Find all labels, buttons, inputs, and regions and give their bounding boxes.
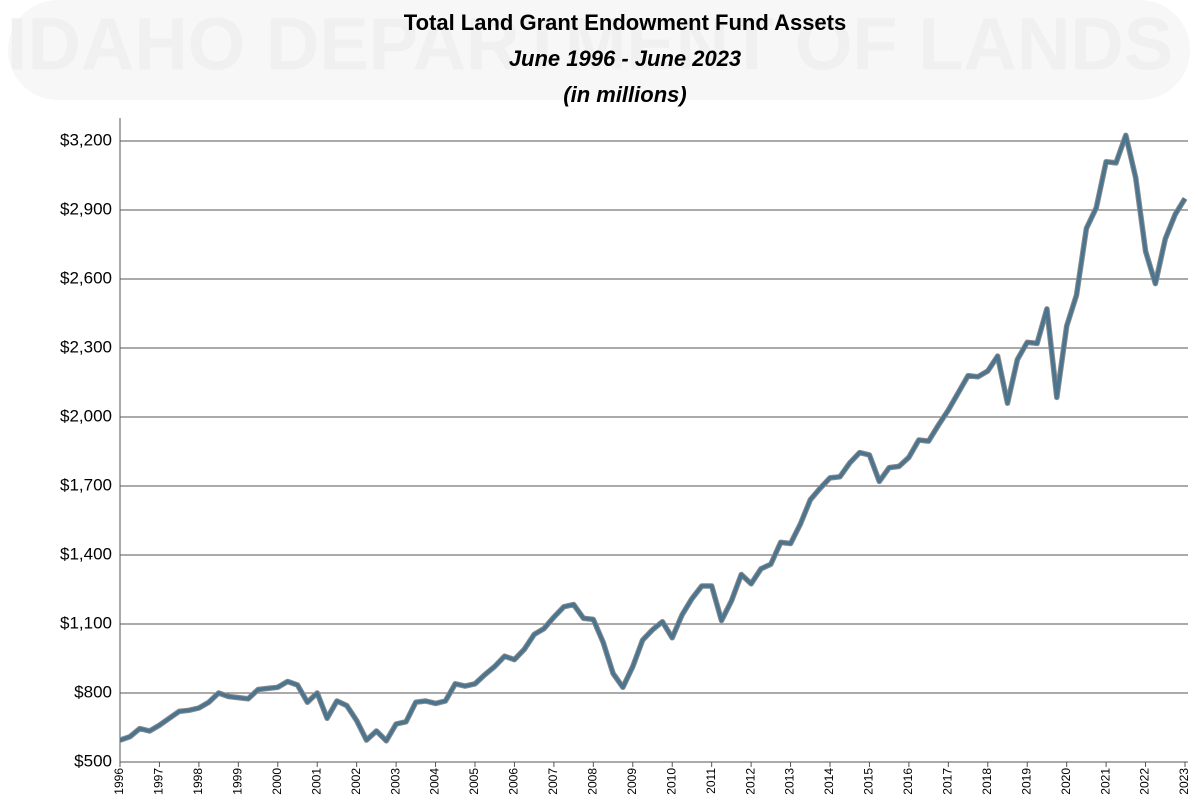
- x-tick-label: 1998: [191, 768, 205, 795]
- x-tick-label: 1997: [152, 768, 166, 795]
- line-shadow: [119, 132, 1188, 744]
- x-tick-label: 2015: [862, 768, 876, 795]
- y-tick-label: $1,100: [60, 613, 112, 632]
- y-tick-label: $2,300: [60, 337, 112, 356]
- y-tick-label: $800: [74, 682, 112, 701]
- x-tick-label: 2019: [1019, 768, 1033, 795]
- chart-subtitle: (in millions): [563, 82, 686, 107]
- x-tick-label: 2002: [349, 768, 363, 795]
- x-tick-label: 2011: [704, 768, 718, 794]
- x-tick-label: 2007: [546, 768, 560, 795]
- chart-title: Total Land Grant Endowment Fund Assets: [404, 10, 846, 35]
- x-tick-label: 2009: [625, 768, 639, 795]
- y-tick-label: $3,200: [60, 130, 112, 149]
- chart-subtitle: June 1996 - June 2023: [509, 46, 741, 71]
- x-tick-label: 2013: [783, 768, 797, 795]
- x-tick-label: 2005: [467, 768, 481, 795]
- x-tick-label: 2022: [1138, 768, 1152, 795]
- y-tick-label: $2,900: [60, 199, 112, 218]
- x-tick-label: 1996: [112, 768, 126, 795]
- x-tick-label: 2021: [1098, 768, 1112, 795]
- x-tick-label: 2000: [270, 768, 284, 795]
- x-tick-label: 2003: [388, 768, 402, 795]
- x-tick-label: 2001: [309, 768, 323, 795]
- x-tick-label: 2006: [507, 768, 521, 795]
- data-line: [119, 133, 1187, 743]
- y-tick-label: $2,600: [60, 268, 112, 287]
- y-tick-label: $1,400: [60, 544, 112, 563]
- watermark-band: [8, 0, 1190, 100]
- x-tick-label: 2023: [1177, 768, 1191, 795]
- y-tick-label: $500: [74, 751, 112, 770]
- x-tick-label: 2016: [901, 768, 915, 795]
- x-tick-label: 2020: [1059, 768, 1073, 795]
- y-tick-label: $2,000: [60, 406, 112, 425]
- x-tick-label: 1999: [231, 768, 245, 795]
- x-tick-label: 2014: [822, 768, 836, 795]
- watermark: IDAHO DEPARTMENT OF LANDS: [7, 3, 1173, 86]
- x-tick-label: 2018: [980, 768, 994, 795]
- x-tick-label: 2010: [664, 768, 678, 795]
- x-tick-label: 2017: [941, 768, 955, 795]
- x-tick-label: 2012: [743, 768, 757, 795]
- x-tick-label: 2004: [428, 768, 442, 795]
- x-tick-label: 2008: [586, 768, 600, 795]
- y-tick-label: $1,700: [60, 475, 112, 494]
